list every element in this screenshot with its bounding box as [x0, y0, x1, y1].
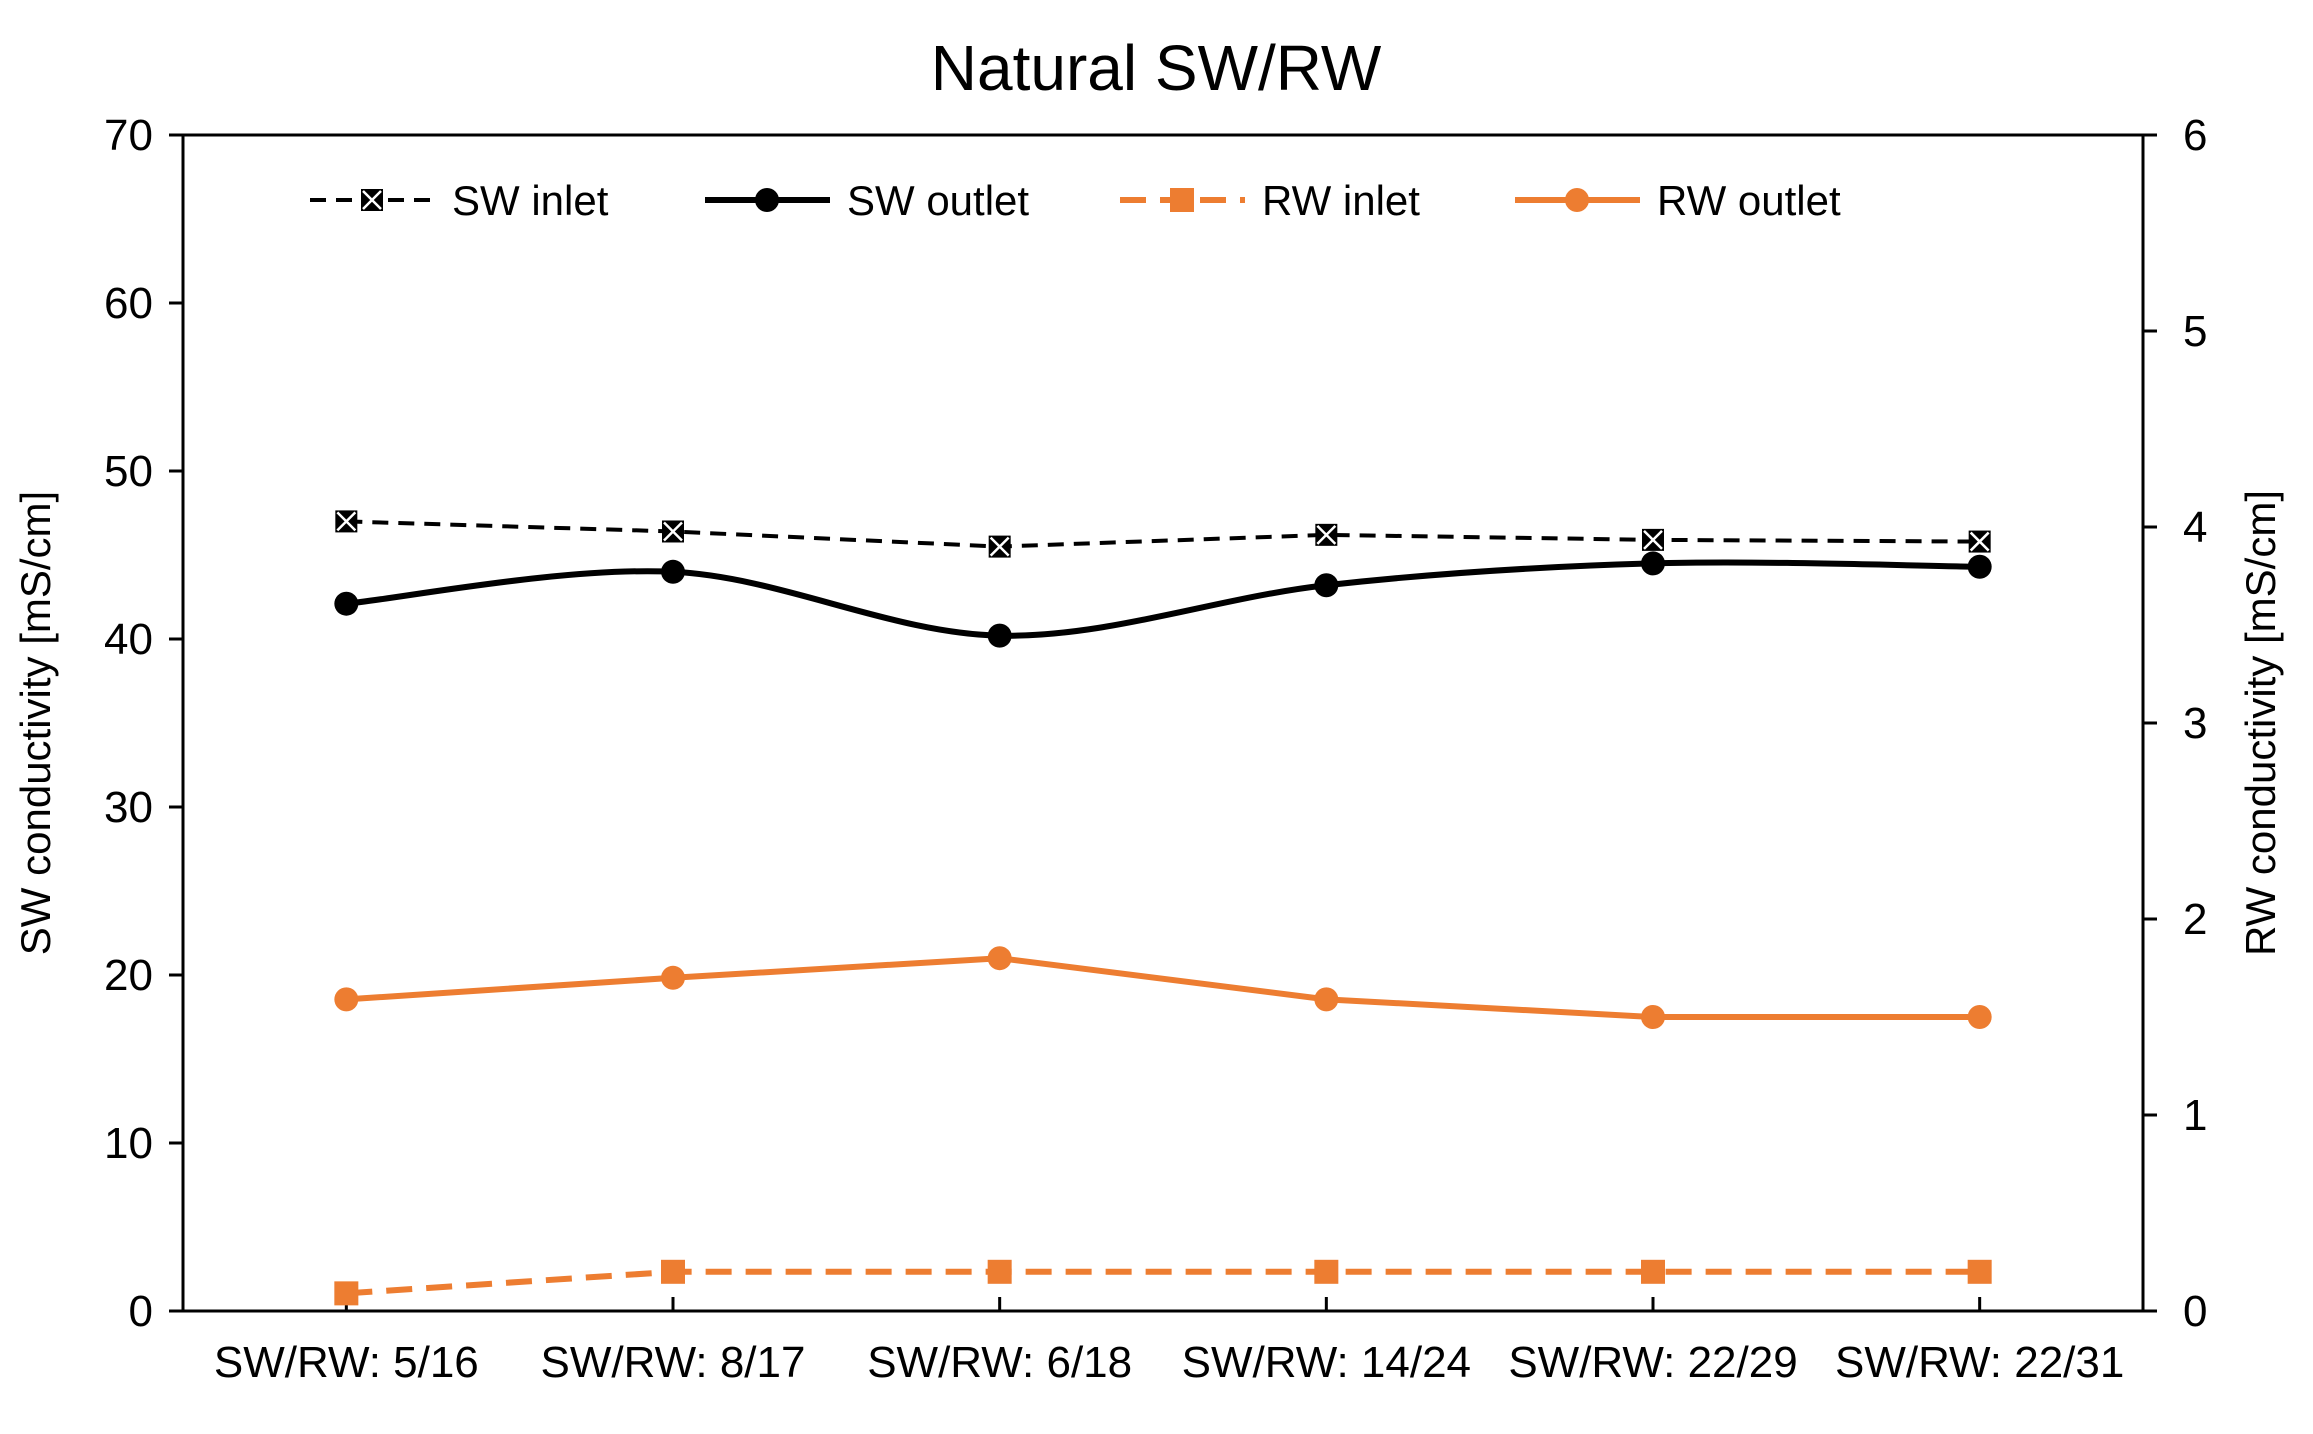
y2-tick-label: 6 — [2183, 111, 2207, 160]
y2-tick-label: 1 — [2183, 1091, 2207, 1140]
data-point — [1968, 530, 1991, 553]
y-tick-label: 20 — [104, 951, 153, 1000]
data-point — [1967, 1005, 1992, 1029]
y-tick-label: 50 — [104, 447, 153, 496]
marker-cross — [989, 536, 1010, 557]
data-point — [1314, 987, 1339, 1012]
data-point — [661, 965, 685, 990]
x-tick-label: SW/RW: 6/18 — [867, 1338, 1132, 1387]
right-y-axis: 0 1 2 3 4 5 6 — [2143, 111, 2207, 1336]
marker-cross — [663, 521, 683, 542]
data-point — [1314, 1259, 1339, 1284]
legend-label: SW outlet — [847, 177, 1029, 224]
data-point — [1967, 554, 1992, 579]
y2-tick-label: 2 — [2183, 895, 2207, 944]
legend-marker — [361, 189, 383, 211]
legend-marker — [1170, 188, 1194, 212]
series-sw-outlet — [334, 551, 1992, 648]
plot-area — [181, 133, 2145, 1313]
y-axis-label: SW conductivity [mS/cm] — [12, 491, 59, 955]
data-point — [662, 520, 684, 543]
y2-tick-label: 5 — [2183, 307, 2207, 356]
data-point — [335, 510, 358, 533]
series-rw-inlet — [334, 1259, 1992, 1306]
data-point — [1315, 523, 1338, 546]
data-point — [334, 987, 359, 1012]
marker-cross — [336, 511, 357, 532]
series-sw-inlet — [335, 510, 1991, 558]
marker-cross — [1316, 524, 1337, 545]
y-tick-label: 70 — [104, 111, 153, 160]
series-rw-outlet — [334, 946, 1992, 1029]
x-tick-label: SW/RW: 14/24 — [1182, 1338, 1471, 1387]
marker-cross — [1969, 531, 1990, 552]
data-point — [1314, 573, 1339, 598]
data-point — [1641, 1259, 1665, 1284]
x-axis: SW/RW: 5/16 SW/RW: 8/17 SW/RW: 6/18 SW/RW: … — [214, 1297, 2124, 1387]
y-tick-label: 40 — [104, 615, 153, 664]
data-point — [1641, 551, 1665, 576]
legend-label: RW inlet — [1262, 177, 1420, 224]
legend-item: RW inlet — [1120, 177, 1420, 224]
left-y-axis: 0 10 20 30 40 50 60 70 — [104, 111, 183, 1336]
series-line — [346, 955, 1980, 1020]
y2-tick-label: 0 — [2183, 1287, 2207, 1336]
y-tick-label: 60 — [104, 279, 153, 328]
legend-marker — [1565, 188, 1589, 212]
legend-label: RW outlet — [1657, 177, 1841, 224]
legend-item: SW outlet — [705, 177, 1029, 224]
y-tick-label: 10 — [104, 1119, 153, 1168]
data-point — [661, 1259, 685, 1284]
x-tick-label: SW/RW: 22/29 — [1508, 1338, 1797, 1387]
series-layer — [334, 510, 1992, 1306]
y-tick-label: 30 — [104, 783, 153, 832]
legend-marker — [755, 188, 779, 212]
y2-tick-label: 4 — [2183, 503, 2207, 552]
series-line — [346, 519, 1980, 549]
legend-item: RW outlet — [1515, 177, 1841, 224]
y2-axis-label: RW conductivity [mS/cm] — [2237, 490, 2284, 956]
data-point — [987, 623, 1012, 648]
data-point — [661, 559, 685, 584]
data-point — [1641, 1005, 1665, 1029]
data-point — [988, 535, 1011, 558]
x-tick-label: SW/RW: 8/17 — [541, 1338, 806, 1387]
data-point — [334, 591, 359, 616]
y2-tick-label: 3 — [2183, 699, 2207, 748]
data-point — [1642, 528, 1664, 551]
marker-cross — [1643, 529, 1663, 550]
series-line — [346, 1268, 1980, 1297]
data-point — [987, 1259, 1012, 1284]
chart-title: Natural SW/RW — [931, 32, 1382, 104]
marker-cross — [362, 190, 382, 210]
legend-item: SW inlet — [310, 177, 609, 224]
data-point — [334, 1281, 359, 1306]
data-point — [1967, 1259, 1992, 1284]
x-tick-label: SW/RW: 5/16 — [214, 1338, 479, 1387]
series-line — [346, 559, 1980, 639]
legend-label: SW inlet — [452, 177, 609, 224]
data-point — [987, 946, 1012, 971]
y-tick-label: 0 — [129, 1287, 153, 1336]
x-tick-label: SW/RW: 22/31 — [1835, 1338, 2124, 1387]
legend: SW inlet SW outlet RW inlet RW outlet — [310, 177, 1841, 224]
